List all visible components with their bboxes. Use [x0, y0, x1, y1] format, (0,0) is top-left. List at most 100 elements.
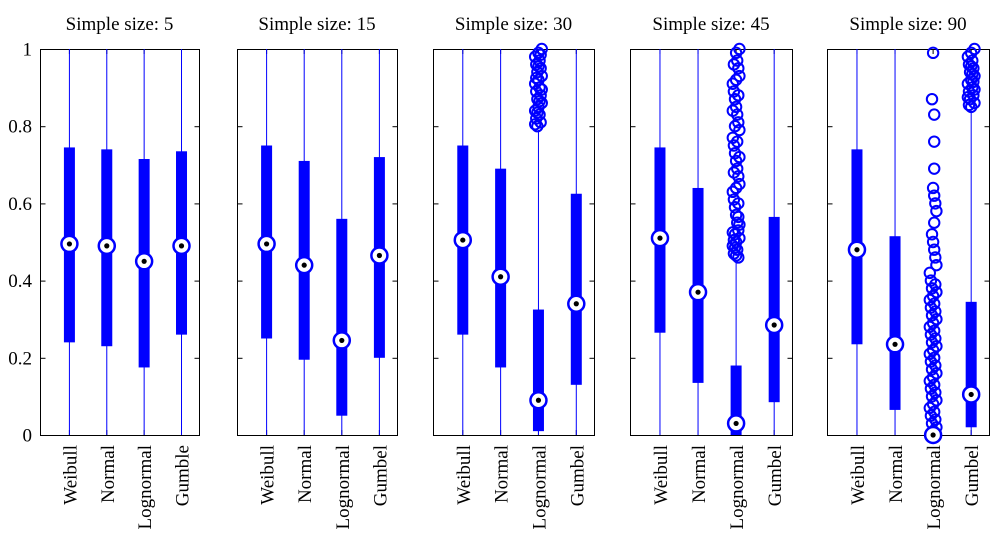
- outlier-point: [968, 83, 981, 96]
- category-label: Lognormal: [727, 445, 748, 529]
- panel-frame: [433, 49, 595, 436]
- outlier-point: [925, 228, 939, 241]
- outlier-point: [928, 135, 941, 148]
- category-label: Weibull: [258, 445, 279, 505]
- outlier-point: [732, 197, 745, 210]
- category-label: Weibull: [60, 445, 81, 505]
- panel-title: Simple size: 30: [455, 14, 572, 35]
- outlier-point: [729, 181, 743, 195]
- y-tick-label: 0.4: [8, 271, 32, 292]
- outlier-point: [964, 60, 978, 73]
- box-iqr: [965, 301, 977, 428]
- outlier-point: [930, 204, 943, 218]
- median-dot: [968, 391, 974, 398]
- chart-panel-5: Simple size: 90 Weibull Normal Lognormal Gum…: [827, 14, 990, 529]
- category-label: Gumbel: [962, 445, 983, 506]
- category-label: Weibull: [454, 445, 475, 505]
- category-label: Lognormal: [135, 445, 156, 529]
- y-tick-label: 0.2: [8, 348, 32, 369]
- outlier-point: [928, 189, 941, 202]
- median-dot: [930, 432, 936, 438]
- outlier-point: [726, 104, 740, 117]
- box-iqr: [570, 193, 582, 385]
- median-dot: [535, 397, 542, 403]
- y-tick-label: 1: [23, 40, 33, 61]
- outlier-point: [726, 226, 740, 239]
- category-label: Lognormal: [529, 445, 550, 529]
- category-label: Normal: [492, 445, 513, 503]
- category-label: Weibull: [651, 445, 672, 505]
- panel-title: Simple size: 45: [652, 14, 769, 35]
- panel-title: Simple size: 90: [849, 14, 966, 35]
- outlier-point: [528, 118, 542, 131]
- median-dot: [141, 258, 147, 264]
- median-dot: [460, 237, 466, 243]
- y-tick-label: 0: [23, 426, 33, 447]
- category-label: Normal: [98, 445, 119, 503]
- outlier-point: [727, 166, 741, 179]
- outlier-point: [733, 42, 746, 56]
- outlier-point: [926, 235, 940, 249]
- median-dot: [264, 241, 270, 247]
- median-dot: [498, 274, 504, 280]
- median-dot: [771, 322, 777, 328]
- outlier-point: [733, 150, 746, 164]
- median-dot: [573, 301, 579, 307]
- median-dot: [376, 252, 382, 259]
- outlier-point: [929, 251, 942, 264]
- outlier-point: [535, 42, 548, 56]
- outlier-point: [728, 241, 742, 254]
- chart-panel-4: Simple size: 45 Weibull Normal Lognormal Gum…: [630, 14, 793, 529]
- outlier-point: [530, 71, 543, 85]
- outlier-point: [926, 181, 940, 195]
- outlier-point: [930, 258, 943, 272]
- median-dot: [733, 420, 739, 427]
- chart-panel-2: Simple size: 15 Weibull Normal Lognormal Gum…: [237, 14, 398, 529]
- outlier-point: [928, 162, 941, 175]
- box-iqr: [532, 309, 544, 432]
- outlier-point: [534, 48, 547, 61]
- category-label: Weibull: [848, 445, 869, 505]
- outlier-point: [732, 224, 745, 237]
- category-label: Gumbel: [765, 445, 786, 506]
- box-iqr: [730, 365, 742, 435]
- panel-frame: [40, 49, 200, 436]
- box-iqr: [336, 218, 348, 416]
- outlier-point: [925, 92, 939, 106]
- category-label: Lognormal: [333, 445, 354, 529]
- median-dot: [854, 247, 860, 253]
- outlier-point: [531, 106, 544, 119]
- outlier-point: [962, 98, 976, 112]
- outlier-point: [728, 120, 742, 133]
- median-dot: [892, 341, 898, 347]
- outlier-point: [532, 60, 545, 73]
- panel-title: Simple size: 5: [66, 14, 174, 35]
- median-dot: [104, 243, 110, 249]
- outlier-point: [929, 197, 942, 210]
- median-dot: [657, 235, 663, 241]
- outlier-point: [923, 266, 937, 280]
- outlier-point: [968, 42, 981, 56]
- category-label: Gumbel: [567, 445, 588, 506]
- category-label: Gumbel: [370, 445, 391, 506]
- y-tick-label: 0.6: [8, 194, 32, 215]
- outlier-point: [961, 91, 975, 104]
- median-dot: [695, 289, 701, 295]
- outlier-point: [535, 83, 548, 96]
- outlier-point: [924, 274, 938, 287]
- category-label: Lognormal: [924, 445, 945, 529]
- outlier-point: [966, 67, 979, 81]
- outlier-point: [731, 135, 744, 148]
- panel-frame: [827, 49, 990, 436]
- chart-panel-3: Simple size: 30 Weibull Normal Lognormal Gum…: [433, 14, 595, 529]
- category-label: Normal: [886, 445, 907, 503]
- y-tick-label: 0.8: [8, 117, 32, 138]
- outlier-point: [733, 218, 746, 231]
- median-dot: [339, 337, 345, 344]
- chart-panel-1: Simple size: 5 0 0.2 0.4 0.6 0.8 1 Weibull Norma…: [8, 14, 200, 529]
- median-dot: [301, 262, 307, 268]
- outlier-point: [729, 249, 743, 262]
- outlier-point: [727, 58, 741, 71]
- outlier-point: [731, 216, 744, 229]
